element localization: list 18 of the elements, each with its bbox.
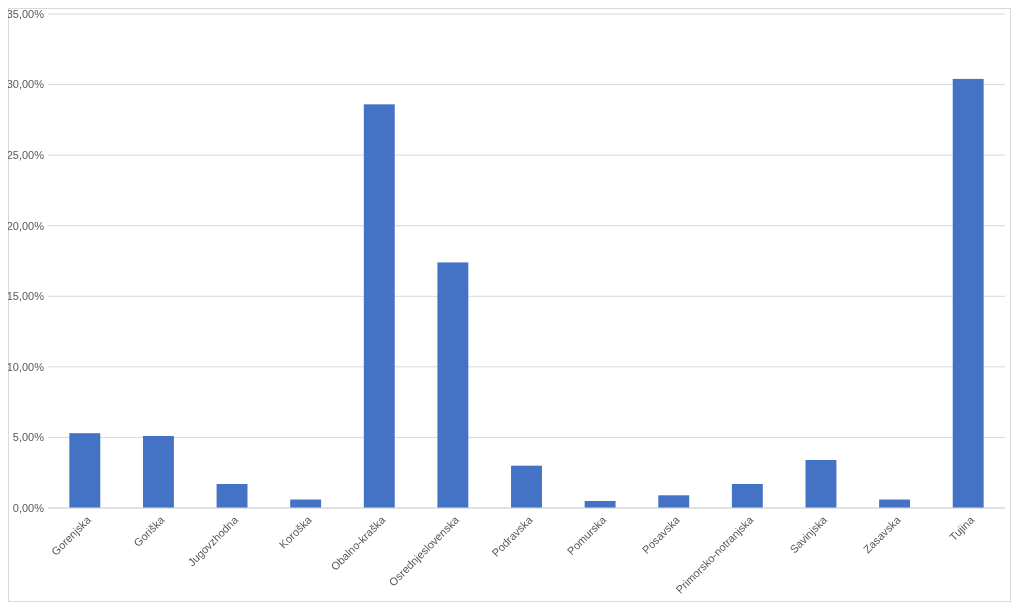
y-tick-label: 35,00% bbox=[6, 7, 45, 20]
bar bbox=[437, 262, 469, 508]
bar bbox=[363, 104, 395, 508]
y-tick-label: 0,00% bbox=[12, 501, 45, 514]
y-tick-label: 20,00% bbox=[6, 219, 45, 232]
y-tick-label: 25,00% bbox=[6, 148, 45, 161]
y-tick-label: 15,00% bbox=[6, 290, 45, 303]
bar bbox=[69, 433, 101, 508]
y-tick-label: 10,00% bbox=[6, 360, 45, 373]
bar bbox=[511, 465, 542, 508]
bar bbox=[216, 484, 248, 508]
bar bbox=[952, 78, 984, 508]
bar bbox=[731, 484, 763, 508]
y-tick-label: 30,00% bbox=[6, 78, 45, 91]
bar bbox=[142, 436, 174, 508]
y-tick-label: 5,00% bbox=[12, 431, 45, 444]
bar bbox=[658, 495, 690, 508]
bar bbox=[805, 460, 837, 508]
